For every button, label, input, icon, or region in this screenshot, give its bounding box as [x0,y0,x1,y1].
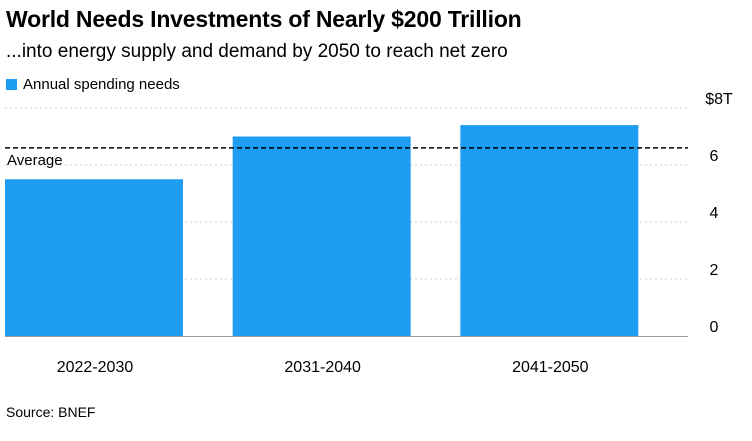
x-tick-label: 2041-2050 [512,359,589,376]
x-axis-ticks: 2022-2030 2031-2040 2041-2050 [57,359,589,376]
legend-label: Annual spending needs [23,76,180,93]
source-note: Source: BNEF [6,404,96,420]
bar [232,136,411,336]
y-tick-label: 0 [710,319,719,336]
chart-subtitle: ...into energy supply and demand by 2050… [6,41,508,62]
legend: Annual spending needs [6,76,180,93]
chart-title: World Needs Investments of Nearly $200 T… [6,6,522,32]
legend-swatch [6,79,17,90]
y-axis-ticks: 0 2 4 6 $8T [705,91,733,336]
bars [5,125,639,336]
y-tick-label: 2 [710,262,719,279]
x-tick-label: 2022-2030 [57,359,134,376]
bar [460,125,639,336]
average-label: Average [7,152,63,169]
y-tick-label: 6 [710,148,719,165]
average-marker: Average [5,147,688,169]
bar [5,179,183,336]
y-tick-label: $8T [705,91,733,108]
y-tick-label: 4 [710,205,719,222]
x-tick-label: 2031-2040 [284,359,361,376]
